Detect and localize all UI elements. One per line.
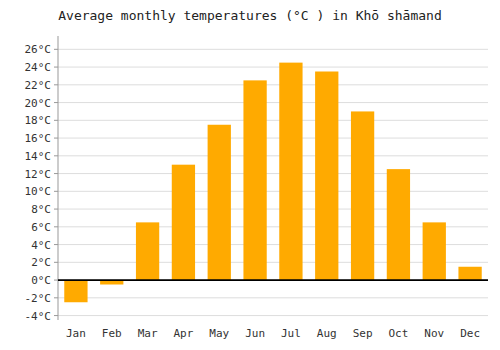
x-tick-label: Apr bbox=[173, 327, 193, 340]
x-tick-label: Nov bbox=[424, 327, 444, 340]
grid-line bbox=[58, 155, 488, 156]
y-tick-label: 20°C bbox=[25, 97, 52, 110]
bar bbox=[279, 63, 302, 280]
x-tick-label: Aug bbox=[317, 327, 337, 340]
y-tick-label: 6°C bbox=[31, 221, 51, 234]
y-tick bbox=[54, 315, 58, 316]
x-tick-label: Feb bbox=[102, 327, 122, 340]
y-tick-label: 2°C bbox=[31, 256, 51, 269]
grid-line bbox=[58, 173, 488, 174]
grid-line bbox=[58, 315, 488, 316]
y-tick-label: -4°C bbox=[25, 310, 52, 323]
bar bbox=[64, 280, 87, 302]
y-tick-label: 18°C bbox=[25, 114, 52, 127]
y-tick-label: 24°C bbox=[25, 61, 52, 74]
grid-line bbox=[58, 84, 488, 85]
y-axis: -4°C -2°C 0°C 2°C 4°C 6°C 8°C 10°C 12°C 14°C 16°C 1… bbox=[25, 36, 59, 323]
title: Average monthly temperatures (°C ) in Kh… bbox=[58, 8, 442, 23]
y-tick-label: 14°C bbox=[25, 150, 52, 163]
bar bbox=[423, 222, 446, 280]
y-axis-line bbox=[58, 36, 59, 320]
grid-line bbox=[58, 297, 488, 298]
y-tick bbox=[54, 84, 58, 85]
bar bbox=[136, 222, 159, 280]
x-tick-label: Jun bbox=[245, 327, 265, 340]
y-tick-label: 10°C bbox=[25, 185, 52, 198]
y-tick bbox=[54, 297, 58, 298]
y-tick bbox=[54, 138, 58, 139]
x-tick-label: Sep bbox=[353, 327, 373, 340]
y-tick bbox=[54, 49, 58, 50]
grid-line bbox=[58, 49, 488, 50]
y-tick bbox=[54, 102, 58, 103]
y-tick-label: 16°C bbox=[25, 132, 52, 145]
bar bbox=[208, 125, 231, 280]
y-tick-label: -2°C bbox=[25, 292, 52, 305]
grid-line bbox=[58, 67, 488, 68]
y-tick-label: 8°C bbox=[31, 203, 51, 216]
grid-line bbox=[58, 120, 488, 121]
x-tick-label: May bbox=[209, 327, 229, 340]
grid-line bbox=[58, 138, 488, 139]
y-tick bbox=[54, 280, 58, 281]
bar bbox=[172, 165, 195, 280]
x-tick-label: Jul bbox=[281, 327, 301, 340]
chart-container: Average monthly temperatures (°C ) in Kh… bbox=[0, 0, 500, 350]
grid-line bbox=[58, 209, 488, 210]
x-tick-label: Jan bbox=[66, 327, 86, 340]
bar bbox=[315, 72, 338, 281]
y-tick bbox=[54, 67, 58, 68]
y-tick bbox=[54, 120, 58, 121]
y-tick-label: 0°C bbox=[31, 274, 51, 287]
y-tick-label: 4°C bbox=[31, 239, 51, 252]
x-tick-label: Dec bbox=[460, 327, 480, 340]
chart: Average monthly temperatures (°C ) in Kh… bbox=[0, 0, 500, 350]
grid-line bbox=[58, 102, 488, 103]
bar bbox=[243, 80, 266, 280]
y-tick-label: 22°C bbox=[25, 79, 52, 92]
bar bbox=[351, 111, 374, 280]
y-tick-label: 26°C bbox=[25, 43, 52, 56]
y-tick bbox=[54, 244, 58, 245]
y-tick bbox=[54, 209, 58, 210]
grid bbox=[58, 49, 488, 315]
y-tick bbox=[54, 191, 58, 192]
grid-line bbox=[58, 280, 488, 281]
y-tick-label: 12°C bbox=[25, 168, 52, 181]
zero-line bbox=[58, 279, 488, 281]
grid-line bbox=[58, 191, 488, 192]
bar bbox=[458, 267, 481, 280]
bar bbox=[387, 169, 410, 280]
y-tick bbox=[54, 262, 58, 263]
y-tick bbox=[54, 155, 58, 156]
x-tick-label: Mar bbox=[138, 327, 158, 340]
y-tick bbox=[54, 173, 58, 174]
y-tick bbox=[54, 226, 58, 227]
x-axis: Jan Feb Mar Apr May Jun Jul Aug Sep Oct Nov Dec bbox=[66, 327, 480, 340]
bars bbox=[64, 63, 481, 303]
x-tick-label: Oct bbox=[388, 327, 408, 340]
